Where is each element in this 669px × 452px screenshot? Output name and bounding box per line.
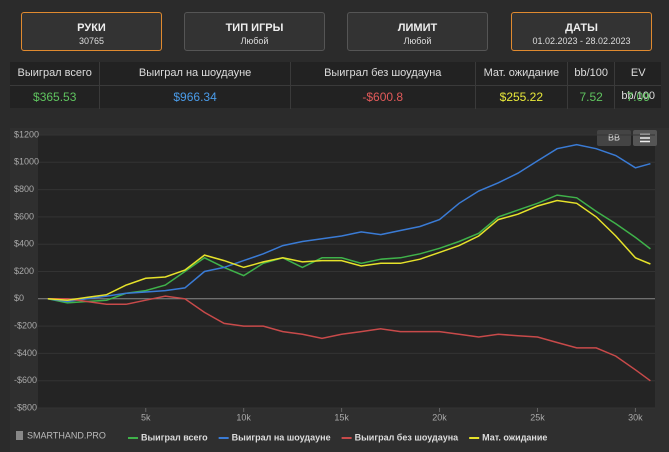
y-tick-label: $1200 [14, 129, 39, 139]
series-line [47, 143, 651, 303]
y-tick-label: $200 [14, 266, 34, 276]
value-row: $365.53 $966.34 -$600.8 $255.22 7.52 7.09 [10, 85, 661, 109]
filter-label: ЛИМИТ [397, 22, 438, 34]
stat-header: Выиграл на шоудауне [100, 62, 291, 85]
filter-label: РУКИ [77, 22, 106, 34]
x-tick-label: 10k [236, 412, 251, 422]
legend-label: Выиграл всего [141, 432, 208, 442]
stat-value: $255.22 [476, 86, 568, 109]
y-tick-label: $1000 [14, 157, 39, 167]
series-line [47, 194, 651, 304]
unit-button-label: BB [608, 132, 620, 142]
stat-value: -$600.8 [291, 86, 476, 109]
stat-value: 7.52 [568, 86, 616, 109]
stat-header: bb/100 [568, 62, 616, 85]
y-tick-label: -$400 [14, 348, 37, 358]
series-line [47, 295, 651, 382]
y-tick-label: $600 [14, 211, 34, 221]
legend-label: Выиграл на шоудауне [232, 432, 331, 442]
header-row: Выиграл всего Выиграл на шоудауне Выиграл … [10, 62, 661, 102]
unit-button[interactable] [597, 130, 631, 146]
chart: BB SMARTHAND.PRO -$800 -$600 -$400 -$200 $0 $… [10, 128, 669, 452]
stat-header: Выиграл всего [10, 62, 101, 85]
y-tick-label: -$800 [14, 402, 37, 412]
filter-button[interactable]: ТИП ИГРЫ Любой [184, 12, 325, 51]
filter-button[interactable]: ЛИМИТ Любой [347, 12, 488, 51]
y-tick-label: $800 [14, 184, 34, 194]
stat-header: Выиграл без шоудауна [291, 62, 476, 85]
filter-value: Любой [240, 36, 269, 46]
y-tick-label: -$600 [14, 375, 37, 385]
filter-button[interactable]: ДАТЫ 01.02.2023 - 28.02.2023 [511, 12, 652, 51]
stat-value: 7.09 [626, 90, 650, 104]
x-tick-label: 15k [334, 412, 349, 422]
stat-header: EV bb/100 [621, 67, 656, 102]
x-tick-label: 5k [141, 412, 151, 422]
filter-value: 01.02.2023 - 28.02.2023 [532, 36, 631, 46]
filter-label: ДАТЫ [565, 22, 598, 34]
x-tick-label: 30k [628, 412, 643, 422]
legend-label: Выиграл без шоудауна [355, 432, 460, 442]
filter-value: Любой [403, 36, 432, 46]
filter-label: ТИП ИГРЫ [225, 22, 284, 34]
x-tick-label: 25k [530, 412, 545, 422]
x-tick-label: 20k [432, 412, 447, 422]
y-tick-label: $0 [14, 293, 24, 303]
y-tick-label: -$200 [14, 320, 37, 330]
series-line [47, 199, 651, 301]
legend-label: Мат. ожидание [482, 432, 547, 442]
y-tick-label: $400 [14, 239, 34, 249]
watermark: SMARTHAND.PRO [27, 430, 106, 440]
stat-value: $365.53 [10, 86, 101, 109]
stats-table: Выиграл всего Выиграл на шоудауне Выиграл … [10, 62, 661, 109]
stat-header: Мат. ожидание [476, 62, 568, 85]
watermark-icon [16, 431, 23, 440]
filter-button[interactable]: РУКИ 30765 [21, 12, 162, 51]
filter-value: 30765 [78, 36, 105, 46]
stat-value: $966.34 [100, 86, 291, 109]
